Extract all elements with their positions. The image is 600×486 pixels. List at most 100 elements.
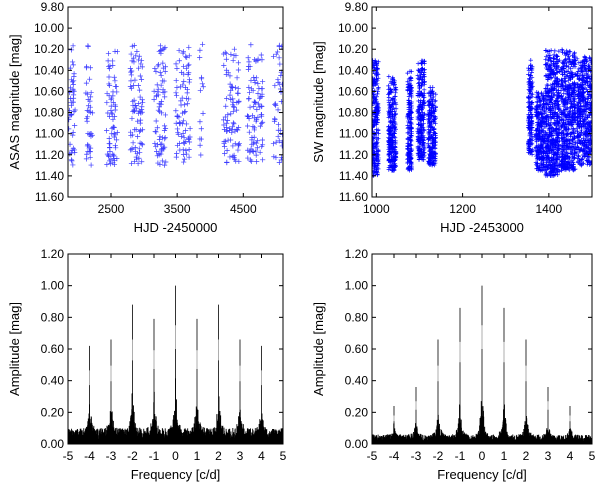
data-point [537, 99, 542, 104]
data-point [372, 94, 376, 99]
data-point [163, 159, 169, 165]
data-point [157, 43, 163, 49]
data-point [393, 106, 399, 111]
data-point [387, 132, 392, 137]
data-point [391, 159, 396, 164]
data-point [272, 116, 278, 122]
data-point [152, 140, 158, 146]
data-point [104, 128, 110, 134]
data-point [153, 118, 159, 124]
data-point [392, 109, 397, 114]
data-point [84, 151, 90, 157]
data-point [372, 111, 377, 116]
data-point [405, 70, 410, 76]
x-axis-label: Frequency [c/d] [131, 467, 221, 482]
data-point [161, 123, 168, 129]
data-point [174, 113, 180, 119]
data-point [228, 51, 234, 57]
data-point [174, 126, 180, 132]
x-tick-label: -5 [63, 449, 74, 463]
data-point [68, 157, 75, 163]
data-point [235, 90, 241, 96]
data-point [231, 52, 237, 59]
data-point [174, 84, 180, 91]
data-point [253, 58, 259, 64]
data-point [235, 147, 241, 153]
data-point [245, 55, 251, 61]
data-point [154, 82, 160, 88]
data-point [221, 62, 227, 68]
data-point [185, 62, 191, 69]
data-point [376, 166, 381, 172]
data-point [526, 150, 531, 155]
data-point [84, 115, 90, 122]
data-point [392, 128, 397, 134]
data-point [174, 142, 181, 148]
data-point [180, 147, 186, 153]
data-point [374, 106, 379, 112]
data-point [180, 121, 186, 127]
data-point [420, 75, 425, 80]
data-point [572, 50, 577, 56]
data-point [236, 98, 242, 104]
data-point [529, 134, 535, 139]
data-point [183, 54, 189, 60]
data-point [553, 66, 559, 71]
data-point [259, 91, 265, 97]
y-tick-label: 0.40 [345, 374, 369, 388]
data-point [431, 138, 436, 143]
data-point [153, 129, 159, 135]
data-point [408, 78, 414, 83]
data-point [246, 96, 252, 102]
data-point [105, 58, 111, 64]
data-point [248, 146, 254, 152]
data-point [415, 76, 421, 81]
data-point [548, 48, 554, 53]
data-point [130, 98, 136, 105]
data-point [260, 157, 266, 163]
data-point [187, 134, 193, 140]
data-point [406, 98, 412, 103]
data-point [177, 147, 183, 153]
data-point [110, 124, 117, 130]
data-point [372, 118, 377, 123]
data-point [372, 77, 376, 82]
data-point [128, 51, 134, 57]
data-point [429, 102, 435, 107]
data-point [373, 82, 378, 87]
data-point [258, 112, 264, 118]
y-tick-label: 1.20 [345, 247, 369, 261]
data-point [197, 119, 203, 125]
data-point [427, 162, 433, 167]
data-point [433, 154, 438, 159]
data-point [407, 109, 412, 114]
data-point [554, 61, 559, 66]
data-point [139, 104, 145, 110]
data-point [136, 53, 142, 59]
data-point [277, 127, 283, 134]
data-point [183, 95, 189, 102]
data-point [275, 107, 281, 113]
data-point [415, 139, 421, 144]
data-point [551, 121, 557, 127]
data-point [112, 142, 118, 149]
x-tick-label: 1000 [363, 202, 390, 216]
data-point [427, 157, 433, 163]
data-point [235, 90, 241, 97]
data-point [132, 158, 138, 165]
data-point [112, 83, 118, 90]
data-point [409, 129, 414, 134]
x-tick-label: 2500 [98, 202, 125, 216]
data-point [421, 112, 427, 118]
data-point [406, 146, 411, 151]
data-point [108, 108, 114, 114]
data-point [386, 124, 391, 130]
y-tick-label: 10.80 [34, 106, 64, 120]
data-point [276, 138, 282, 144]
data-point [375, 89, 381, 94]
data-point [220, 117, 227, 123]
data-point [84, 64, 90, 70]
data-point [70, 129, 76, 135]
data-point [432, 117, 437, 122]
data-point [235, 60, 241, 66]
